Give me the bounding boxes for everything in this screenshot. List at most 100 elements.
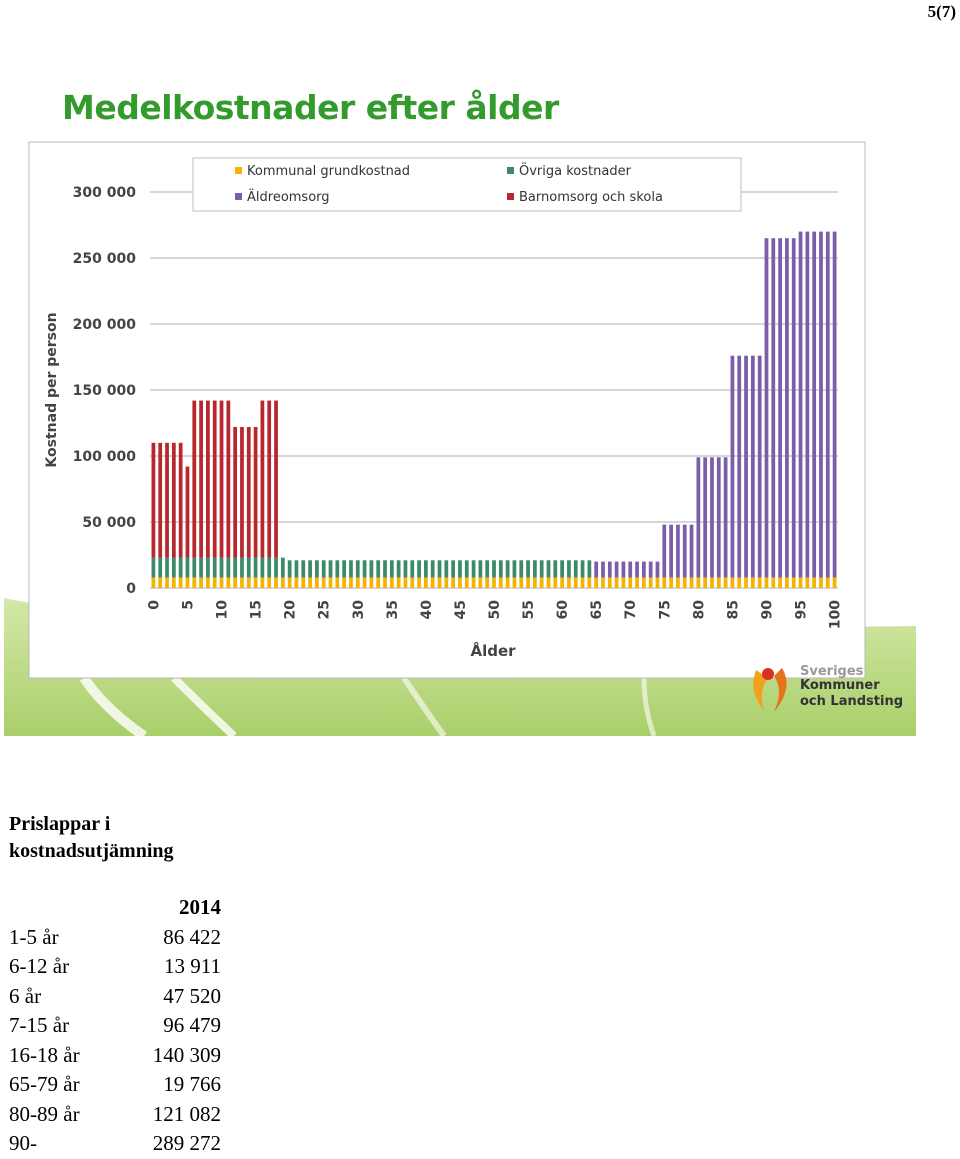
bar-segment: [430, 577, 435, 588]
bar-segment: [178, 557, 183, 578]
bar-segment: [560, 577, 564, 588]
bar-segment: [171, 442, 176, 558]
bar-segment: [362, 577, 367, 588]
table-row: 80-89 år 121 082: [9, 1100, 221, 1130]
bar-segment: [533, 560, 537, 578]
logo-line-1: Kommuner: [800, 678, 880, 693]
bar-segment: [308, 577, 312, 588]
bar-segment: [573, 560, 578, 578]
logo-text: Kommuner och Landsting: [800, 678, 903, 710]
bar-segment: [832, 231, 837, 578]
y-tick-label: 0: [126, 581, 136, 597]
bar-segment: [703, 577, 708, 588]
bar-segment: [825, 231, 830, 578]
bar-segment: [771, 577, 776, 588]
table-row: 6-12 år 13 911: [9, 952, 221, 982]
bar-segment: [233, 557, 238, 578]
bar-segment: [451, 560, 456, 578]
bar-segment: [178, 442, 183, 558]
bar-segment: [376, 577, 381, 588]
bar-segment: [206, 577, 210, 588]
bar-segment: [737, 577, 742, 588]
age-group: 6 år: [9, 983, 42, 1008]
bar-segment: [417, 560, 421, 578]
bar-segment: [526, 560, 530, 578]
bar-segment: [253, 557, 258, 578]
bar-segment: [389, 560, 394, 578]
bar-segment: [158, 577, 163, 588]
bar-segment: [369, 577, 374, 588]
bar-segment: [321, 560, 326, 578]
bar-segment: [594, 577, 599, 588]
bar-segment: [771, 238, 776, 578]
bar-segment: [553, 560, 558, 578]
bar-segment: [471, 577, 476, 588]
table-row: 90- 289 272: [9, 1129, 221, 1159]
chart-title: Medelkostnader efter ålder: [62, 88, 559, 127]
bar-segment: [655, 577, 660, 588]
bar-segment: [171, 577, 176, 588]
bar-segment: [703, 457, 708, 578]
bar-segment: [260, 577, 265, 588]
bar-segment: [505, 577, 510, 588]
bar-segment: [689, 524, 694, 578]
bar-segment: [689, 577, 694, 588]
bar-segment: [301, 577, 306, 588]
bar-segment: [219, 557, 224, 578]
bar-segment: [349, 577, 353, 588]
legend-label: Äldreomsorg: [247, 189, 330, 205]
bar-segment: [478, 577, 483, 588]
price-value: 13 911: [164, 954, 221, 978]
bar-segment: [580, 560, 585, 578]
bar-segment: [458, 577, 462, 588]
bar-segment: [798, 577, 803, 588]
bar-segment: [240, 557, 244, 578]
bar-segment: [287, 560, 292, 578]
bar-segment: [151, 442, 156, 558]
x-tick-label: 0: [146, 600, 162, 610]
y-tick-label: 100 000: [73, 449, 137, 465]
bar-segment: [417, 577, 421, 588]
axis-layer: 0 50 000 100 000 150 000 200 000 250 000 300 0…: [73, 185, 844, 629]
bar-segment: [750, 577, 755, 588]
bar-segment: [669, 577, 673, 588]
x-tick-label: 70: [623, 600, 639, 620]
bar-segment: [458, 560, 462, 578]
bar-segment: [471, 560, 476, 578]
bar-segment: [757, 577, 762, 588]
bar-segment: [621, 577, 626, 588]
bar-segment: [546, 560, 551, 578]
bar-segment: [165, 442, 169, 558]
bar-segment: [553, 577, 558, 588]
bar-segment: [253, 426, 258, 558]
legend-box: [192, 157, 742, 212]
bar-segment: [601, 577, 605, 588]
bar-segment: [437, 560, 442, 578]
bars-layer: [151, 231, 837, 588]
table-row: 1-5 år 86 422: [9, 923, 221, 953]
bar-segment: [199, 577, 203, 588]
y-tick-label: 300 000: [73, 185, 137, 201]
bar-segment: [335, 577, 340, 588]
bar-segment: [233, 426, 238, 558]
bar-segment: [750, 355, 755, 578]
bar-segment: [219, 400, 224, 558]
bar-segment: [192, 400, 197, 558]
bar-segment: [396, 560, 401, 578]
bar-segment: [267, 400, 272, 558]
bar-segment: [805, 577, 810, 588]
bar-segment: [158, 442, 163, 558]
bar-segment: [546, 577, 551, 588]
bar-segment: [587, 577, 592, 588]
bar-segment: [662, 524, 667, 578]
table-row: 16-18 år 140 309: [9, 1041, 221, 1071]
swoosh-highlight-2: [171, 675, 237, 736]
bar-segment: [253, 577, 258, 588]
bar-segment: [587, 560, 592, 578]
bar-segment: [389, 577, 394, 588]
bar-segment: [158, 557, 163, 578]
legend-swatch: [507, 193, 514, 200]
bar-segment: [635, 561, 639, 578]
bar-segment: [682, 577, 687, 588]
bar-segment: [696, 577, 701, 588]
